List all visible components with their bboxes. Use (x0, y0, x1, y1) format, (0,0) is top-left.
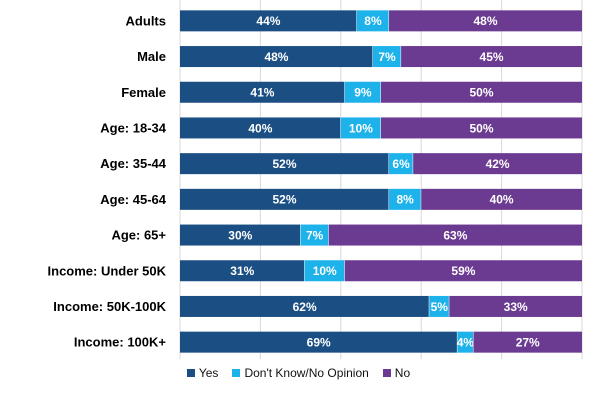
legend-swatch-no (382, 369, 391, 377)
data-label: 41% (250, 86, 274, 100)
bar-segment (401, 46, 582, 68)
legend-label-no: No (394, 366, 411, 380)
category-label: Adults (126, 13, 166, 28)
category-label: Age: 35-44 (100, 156, 167, 171)
bar-segment (180, 153, 390, 175)
bar-segment (457, 331, 474, 353)
data-label: 33% (504, 300, 528, 314)
bar-segment (180, 260, 305, 282)
legend-swatch-yes (186, 369, 195, 377)
data-label: 5% (431, 300, 449, 314)
bar-segment (473, 331, 582, 353)
bars: 44% 8% 48% 48% 7% 45% 41% 9% 50% 40% 10% 50% 52% 6% 42… (180, 10, 582, 353)
data-label: 6% (392, 157, 410, 171)
bar-segment (413, 153, 582, 175)
bar-segment (381, 81, 582, 103)
bar-segment (344, 260, 582, 282)
bar-segment (180, 10, 357, 32)
data-label: 50% (469, 121, 493, 135)
legend-label-yes: Yes (198, 366, 219, 380)
data-label: 10% (313, 264, 337, 278)
bar-segment (421, 188, 582, 210)
category-label: Age: 18-34 (100, 120, 167, 135)
data-label: 44% (256, 14, 280, 28)
data-label: 4% (457, 335, 475, 349)
bar-segment (180, 46, 373, 68)
bar-segment (429, 295, 450, 317)
data-label: 42% (486, 157, 510, 171)
data-label: 8% (364, 14, 382, 28)
data-label: 27% (516, 335, 540, 349)
data-label: 48% (474, 14, 498, 28)
bar-segment (180, 81, 345, 103)
category-label: Female (121, 85, 166, 100)
data-label: 48% (264, 50, 288, 64)
bar-segment (304, 260, 345, 282)
data-label: 31% (230, 264, 254, 278)
bar-segment (180, 331, 458, 353)
data-label: 40% (490, 193, 514, 207)
data-label: 7% (306, 228, 324, 242)
category-labels: Adults Male Female Age: 18-34 Age: 35-44 Age:… (48, 13, 167, 349)
category-label: Income: Under 50K (48, 263, 167, 278)
bar-segment (328, 224, 582, 246)
bar-segment (300, 224, 329, 246)
data-label: 52% (273, 157, 297, 171)
data-label: 9% (354, 86, 372, 100)
bar-segment (381, 117, 582, 139)
category-label: Income: 100K+ (74, 335, 167, 350)
bar-segment (340, 117, 381, 139)
data-label: 45% (480, 50, 504, 64)
data-label: 52% (273, 193, 297, 207)
category-label: Income: 50K-100K (53, 299, 166, 314)
data-label: 7% (378, 50, 396, 64)
data-label: 8% (396, 193, 414, 207)
legend-swatch-dont-know (232, 369, 241, 377)
legend-item-yes: Yes (186, 366, 219, 380)
bar-segment (389, 10, 582, 32)
legend-item-no: No (382, 366, 411, 380)
bar-segment (180, 295, 430, 317)
data-label: 10% (349, 121, 373, 135)
data-label: 40% (248, 121, 272, 135)
bar-segment (180, 188, 390, 210)
bar-segment (389, 188, 422, 210)
data-label: 50% (469, 86, 493, 100)
bar-segment (180, 224, 301, 246)
data-label: 69% (307, 335, 331, 349)
bar-segment (372, 46, 402, 68)
data-label: 63% (443, 228, 467, 242)
category-label: Male (137, 49, 166, 64)
legend-item-dont-know: Don't Know/No Opinion (232, 366, 369, 380)
data-label: 30% (228, 228, 252, 242)
category-label: Age: 45-64 (100, 192, 167, 207)
bar-segment (389, 153, 414, 175)
bar-segment (180, 117, 341, 139)
data-label: 62% (293, 300, 317, 314)
bar-segment (449, 295, 582, 317)
category-label: Age: 65+ (111, 228, 166, 243)
legend: Yes Don't Know/No Opinion No (0, 366, 597, 380)
bar-segment (344, 81, 381, 103)
bar-segment (356, 10, 390, 32)
legend-label-dont-know: Don't Know/No Opinion (244, 366, 369, 380)
data-label: 59% (451, 264, 475, 278)
